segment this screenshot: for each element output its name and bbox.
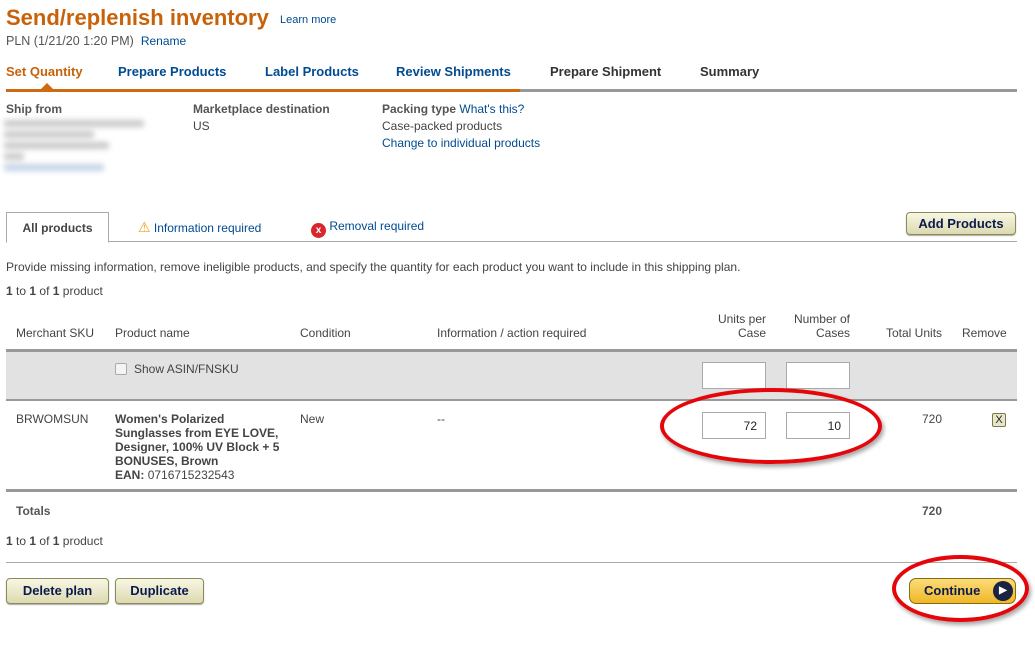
col-product-name: Product name xyxy=(115,326,190,340)
pagination-bottom: 1 to 1 of 1 product xyxy=(6,534,103,548)
footer-divider xyxy=(6,562,1017,563)
remove-button[interactable]: X xyxy=(992,413,1006,427)
col-merchant-sku: Merchant SKU xyxy=(16,326,95,340)
learn-more-link[interactable]: Learn more xyxy=(280,14,337,26)
page-to: 1 xyxy=(29,284,37,298)
warning-icon: ⚠ xyxy=(138,219,151,235)
page-title: Send/replenish inventory xyxy=(6,5,269,30)
instructions: Provide missing information, remove inel… xyxy=(6,260,741,274)
bulk-row xyxy=(6,352,1017,400)
pagination-top: 1 to 1 of 1 product xyxy=(6,284,103,298)
header-line: Cases xyxy=(815,326,850,340)
current-step-indicator xyxy=(41,83,53,89)
step-set-quantity[interactable]: Set Quantity xyxy=(6,64,83,79)
totals-divider xyxy=(6,489,1017,492)
to-word: to xyxy=(12,534,30,548)
col-total-units: Total Units xyxy=(886,326,943,340)
step-review-shipments[interactable]: Review Shipments xyxy=(396,64,511,79)
header-line: Number of xyxy=(793,312,850,326)
of-word: of xyxy=(36,284,53,298)
col-units-per-case: Units per Case xyxy=(690,312,766,340)
tab-all-products[interactable]: All products xyxy=(6,212,109,243)
step-label-products[interactable]: Label Products xyxy=(265,64,359,79)
page-total: 1 xyxy=(52,534,60,548)
header-line: Case xyxy=(737,326,766,340)
show-asin-label: Show ASIN/FNSKU xyxy=(134,362,239,376)
ship-from-label: Ship from xyxy=(6,102,62,116)
packing-type-label: Packing type xyxy=(382,102,457,116)
col-condition: Condition xyxy=(300,326,351,340)
tab-label: Removal required xyxy=(329,219,425,233)
header-divider xyxy=(6,349,1017,352)
duplicate-button[interactable]: Duplicate xyxy=(115,578,204,604)
ean-value: 0716715232543 xyxy=(147,468,235,482)
marketplace-label: Marketplace destination xyxy=(193,102,330,116)
product-name: Women's Polarized Sunglasses from EYE LO… xyxy=(115,412,287,482)
tab-label: Information required xyxy=(153,221,262,235)
tab-removal-required[interactable]: x Removal required xyxy=(311,219,424,238)
condition: New xyxy=(300,412,325,426)
packing-type: Packing type What's this? xyxy=(382,102,524,116)
row-divider xyxy=(6,399,1017,401)
col-information: Information / action required xyxy=(437,326,587,340)
header-line: Units per xyxy=(717,312,766,326)
sku: BRWOMSUN xyxy=(16,412,89,426)
page-from: 1 xyxy=(6,284,13,298)
show-asin-checkbox[interactable] xyxy=(115,363,127,375)
highlight-circle-quantity xyxy=(660,388,882,464)
product-word: product xyxy=(59,534,103,548)
total-units: 720 xyxy=(921,412,942,426)
page-to: 1 xyxy=(29,534,37,548)
totals-value: 720 xyxy=(921,504,942,518)
whats-this-link[interactable]: What's this? xyxy=(459,102,525,116)
packing-type-value: Case-packed products xyxy=(382,119,503,133)
step-prepare-products[interactable]: Prepare Products xyxy=(118,64,227,79)
ean-label: EAN: xyxy=(115,468,145,482)
progress-bar-complete xyxy=(6,89,520,92)
col-remove: Remove xyxy=(962,326,1007,340)
marketplace-value: US xyxy=(193,119,210,133)
plan-label: PLN (1/21/20 1:20 PM) xyxy=(6,34,134,48)
highlight-circle-continue xyxy=(892,555,1029,622)
of-word: of xyxy=(36,534,53,548)
add-products-button[interactable]: Add Products xyxy=(906,212,1016,235)
error-icon: x xyxy=(311,223,326,238)
totals-label: Totals xyxy=(16,504,51,518)
tab-divider xyxy=(6,241,1017,242)
info-action: -- xyxy=(437,412,445,426)
bulk-units-per-case-input[interactable] xyxy=(702,362,766,389)
product-word: product xyxy=(59,284,103,298)
col-number-of-cases: Number of Cases xyxy=(774,312,850,340)
change-to-individual-link[interactable]: Change to individual products xyxy=(382,136,541,150)
plan-name: PLN (1/21/20 1:20 PM) Rename xyxy=(6,34,186,48)
step-prepare-shipment: Prepare Shipment xyxy=(550,64,662,79)
ship-from-address-redacted xyxy=(4,116,150,190)
tab-information-required[interactable]: ⚠ Information required xyxy=(138,219,261,236)
step-summary: Summary xyxy=(700,64,760,79)
page-total: 1 xyxy=(52,284,60,298)
page-from: 1 xyxy=(6,534,13,548)
product-title: Women's Polarized Sunglasses from EYE LO… xyxy=(115,412,280,468)
progress-bar-remaining xyxy=(520,89,1017,92)
delete-plan-button[interactable]: Delete plan xyxy=(6,578,109,604)
rename-link[interactable]: Rename xyxy=(140,34,187,48)
to-word: to xyxy=(12,284,30,298)
bulk-cases-input[interactable] xyxy=(786,362,850,389)
